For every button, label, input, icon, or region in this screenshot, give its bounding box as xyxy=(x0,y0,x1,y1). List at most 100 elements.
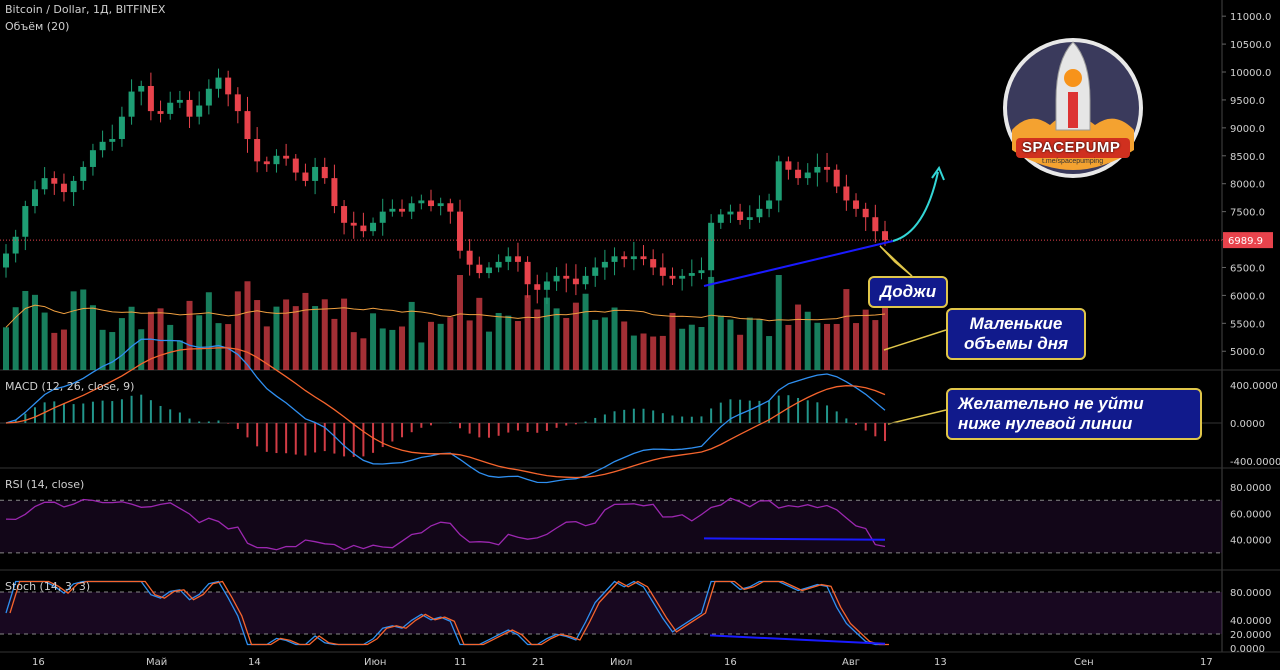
volume-bar xyxy=(785,324,792,370)
volume-bar xyxy=(456,275,463,370)
candle-body xyxy=(485,267,492,274)
candle-body xyxy=(89,150,96,167)
candle-body xyxy=(70,180,77,193)
macd-callout-line1: Желательно не уйти xyxy=(958,394,1144,413)
volume-bar xyxy=(12,307,19,370)
rsi-line xyxy=(5,497,886,551)
volume-bar xyxy=(582,293,589,370)
symbol-title: Bitcoin / Dollar, 1Д, BITFINEX xyxy=(5,3,166,16)
volume-bar xyxy=(862,309,869,370)
volume-bar xyxy=(563,317,570,370)
time-tick-label: 16 xyxy=(32,657,45,668)
volume-bar xyxy=(621,321,628,370)
candle-body xyxy=(775,161,782,201)
candle-body xyxy=(640,256,647,260)
macd-signal-line xyxy=(5,347,886,479)
candle-body xyxy=(862,208,869,218)
logo-subtitle: t.me/spacepumping xyxy=(1042,158,1104,165)
volume-bar xyxy=(514,321,521,370)
macd-tick-label: 0.0000 xyxy=(1230,419,1265,430)
volume-bar xyxy=(814,322,821,370)
volume-bar xyxy=(138,329,145,370)
doji-text: Доджи xyxy=(880,282,937,301)
candle-body xyxy=(543,281,550,290)
volume-bar xyxy=(872,320,879,370)
doji-pointer xyxy=(879,245,913,277)
candle-body xyxy=(737,211,744,221)
spacepump-logo xyxy=(1003,38,1143,178)
time-tick-label: 11 xyxy=(454,657,467,668)
volume-bar xyxy=(766,336,773,370)
volume-bar xyxy=(118,318,125,370)
candle-body xyxy=(563,275,570,279)
price-tick-label: 8000.0 xyxy=(1230,180,1265,191)
time-tick-label: Июн xyxy=(364,657,386,668)
candle-body xyxy=(263,161,270,165)
volume-bar xyxy=(428,321,435,370)
price-tick-label: 5500.0 xyxy=(1230,319,1265,330)
candle-body xyxy=(534,284,541,290)
volume-bar xyxy=(70,291,77,370)
candle-body xyxy=(756,208,763,218)
candle-body xyxy=(708,222,715,271)
candle-body xyxy=(138,85,145,92)
candle-body xyxy=(196,105,203,117)
candle-body xyxy=(872,217,879,232)
macd-callout: Желательно не уйти ниже нулевой линии xyxy=(946,388,1202,440)
candle-body xyxy=(51,178,58,184)
candle-body xyxy=(785,161,792,170)
price-tick-label: 9500.0 xyxy=(1230,96,1265,107)
volume-bar xyxy=(51,332,58,370)
candle-body xyxy=(389,208,396,212)
volume-callout-line2: объемы дня xyxy=(963,334,1069,353)
candle-body xyxy=(428,200,435,207)
stoch-tick-label: 40.0000 xyxy=(1230,616,1271,627)
volume-bar xyxy=(572,302,579,370)
stoch-d-line xyxy=(9,580,889,646)
volume-bar xyxy=(331,318,338,370)
volume-bar xyxy=(341,298,348,370)
candle-body xyxy=(176,99,183,103)
volume-bar xyxy=(688,324,695,370)
candle-body xyxy=(466,250,473,265)
volume-bar xyxy=(3,327,9,370)
candle-body xyxy=(244,111,251,140)
volume-bar xyxy=(89,305,96,370)
candle-body xyxy=(312,166,319,181)
volume-ma-line xyxy=(5,304,886,328)
rsi-tick-label: 60.0000 xyxy=(1230,509,1271,520)
stoch-label: Stoch (14, 3, 3) xyxy=(5,580,91,593)
candle-body xyxy=(795,169,802,179)
volume-bar xyxy=(437,323,444,370)
volume-bar xyxy=(485,331,492,370)
candle-body xyxy=(698,270,705,274)
candle-body xyxy=(350,222,357,226)
time-tick-label: 21 xyxy=(532,657,545,668)
candle-body xyxy=(833,169,840,187)
candle-body xyxy=(447,203,454,212)
volume-callout: Маленькие объемы дня xyxy=(946,308,1086,360)
volume-bar xyxy=(389,329,396,370)
volume-bar xyxy=(399,326,406,370)
volume-bar xyxy=(630,335,637,370)
time-tick-label: Июл xyxy=(610,657,632,668)
time-tick-label: 14 xyxy=(248,657,261,668)
doji-callout: Доджи xyxy=(868,276,949,308)
volume-bar xyxy=(263,326,270,370)
candle-body xyxy=(41,178,48,190)
price-tick-label: 10000.0 xyxy=(1230,68,1271,79)
volume-bar xyxy=(746,317,753,370)
volume-bar xyxy=(447,317,454,370)
candle-body xyxy=(630,256,637,260)
macd-tick-label: -400.0000 xyxy=(1230,457,1280,468)
candle-body xyxy=(321,166,328,179)
candle-body xyxy=(814,166,821,173)
candle-body xyxy=(882,231,888,241)
candle-body xyxy=(853,200,860,209)
volume-bar xyxy=(708,276,715,370)
rsi-tick-label: 80.0000 xyxy=(1230,483,1271,494)
volume-bar xyxy=(756,319,763,370)
candle-body xyxy=(659,267,666,276)
current-price-badge xyxy=(1223,232,1273,249)
